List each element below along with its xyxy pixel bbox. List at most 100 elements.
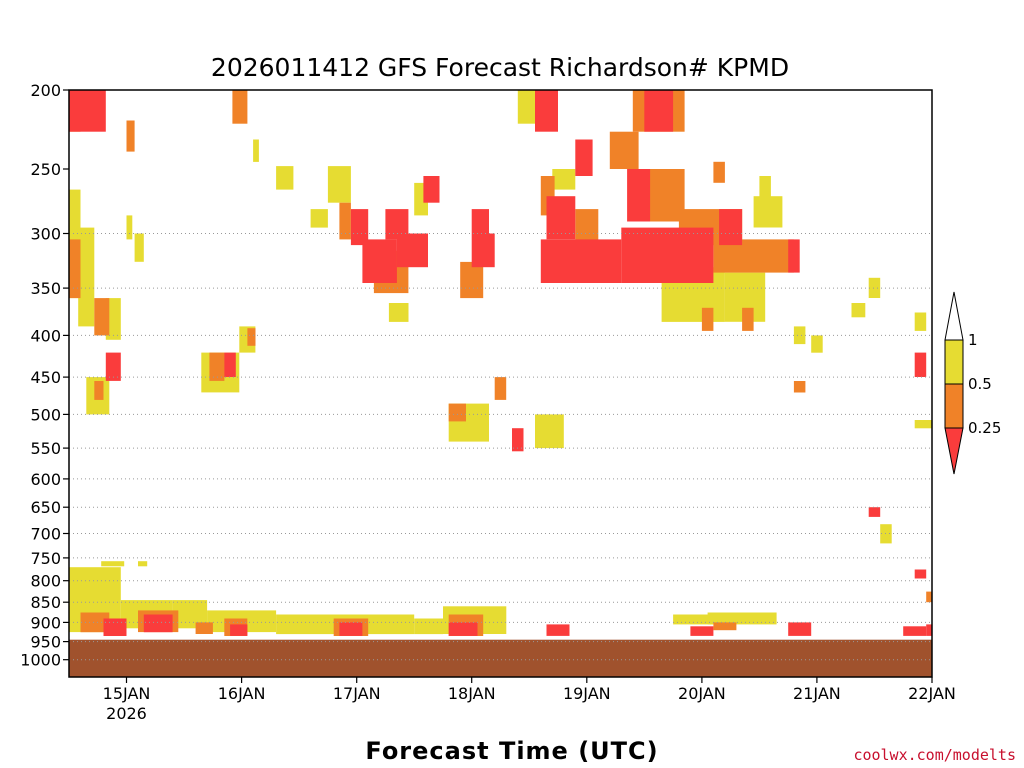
heatmap-cell-red [926,624,932,636]
heatmap-cell-orange [713,161,725,183]
heatmap-cell-red [627,169,651,222]
heatmap-cell-orange [926,591,932,603]
heatmap-cell-yellow [673,614,714,625]
heatmap-cell-yellow [793,326,806,345]
heatmap-cell-yellow [868,277,881,298]
x-tick-label: 20JAN [678,684,726,703]
y-tick-label: 400 [30,326,61,345]
heatmap-cell-red [69,90,106,132]
heatmap-cell-yellow [388,303,409,322]
heatmap-cell-yellow [138,561,148,567]
heatmap-cell-red [644,90,674,132]
heatmap-cell-red [719,209,743,246]
gridlines [69,233,932,661]
heatmap-cell-yellow [914,312,927,331]
heatmap-cell-red [512,428,524,452]
heatmap-cell-red [914,569,927,579]
heatmap-cell-red [788,239,800,273]
legend-label: 1 [968,331,978,349]
heatmap-cell-orange [126,120,135,152]
y-tick-label: 550 [30,439,61,458]
plot-frame [68,89,933,678]
legend-swatch [944,383,964,429]
y-tick-label: 750 [30,549,61,568]
legend-swatch [944,427,964,475]
heatmap-cell-yellow [707,612,777,625]
y-tick-label: 450 [30,368,61,387]
heatmap-cell-orange [94,381,104,400]
heatmap-cell-red [362,239,397,283]
heatmap-cells [69,90,932,636]
x-tick-label: 21JAN [793,684,841,703]
legend-label: 0.25 [968,419,1001,437]
heatmap-cell-yellow [535,414,564,449]
heatmap-cell-red [535,90,558,132]
y-axis: 200 250 300 350 400 450 500 550 600 650 700 750 800 8… [20,81,69,670]
y-tick-label: 950 [30,633,61,652]
heatmap-cell-yellow [414,618,443,635]
heatmap-cell-orange [232,90,248,124]
y-tick-label: 250 [30,160,61,179]
heatmap-cell-yellow [811,335,823,353]
heatmap-cell-red [903,626,927,636]
heatmap-cell-yellow [851,303,866,318]
heatmap-cell-red [621,227,714,283]
y-tick-label: 650 [30,498,61,517]
y-tick-label: 1000 [20,651,61,670]
heatmap-cell-yellow [759,176,771,210]
x-axis-label: Forecast Time (UTC) [365,737,658,765]
heatmap-cell-red [914,352,927,377]
heatmap-cell-yellow [101,561,125,567]
heatmap-cell-orange [247,328,256,346]
y-tick-label: 200 [30,81,61,100]
y-tick-label: 800 [30,572,61,591]
heatmap-cell-red [868,507,881,517]
heatmap-cell-red [471,233,495,268]
credit-text: coolwx.com/modelts [853,746,1016,764]
heatmap-cell-orange [69,239,81,299]
heatmap-cell-orange [339,202,351,240]
heatmap-cell-orange [80,612,110,633]
legend-swatch [944,339,964,385]
y-tick-label: 700 [30,525,61,544]
heatmap-cell-orange [94,298,110,336]
heatmap-cell-orange [195,622,213,634]
heatmap-cell-orange [494,377,507,400]
heatmap-cell-red [546,196,576,240]
x-tick-label: 22JAN [908,684,956,703]
heatmap-cell-red [396,233,428,268]
legend-label: 0.5 [968,375,992,393]
y-tick-label: 350 [30,279,61,298]
y-tick-label: 600 [30,470,61,489]
heatmap-cell-orange [609,131,639,169]
y-tick-label: 900 [30,613,61,632]
heatmap-cell-yellow [552,169,576,190]
heatmap-cell-yellow [105,298,121,340]
heatmap-cell-orange [742,307,754,331]
heatmap-cell-yellow [914,420,932,429]
colorbar-legend: 1 0.5 0.25 [944,291,1001,475]
heatmap-cell-orange [448,403,466,422]
heatmap-cell-yellow [310,209,328,228]
heatmap-cell-yellow [327,166,351,203]
heatmap-cell-red [339,622,363,636]
heatmap-cell-red [540,239,622,283]
heatmap-cell-red [385,209,409,240]
x-tick-year-label: 2026 [106,704,147,723]
heatmap-cell-yellow [78,227,95,327]
heatmap-cell-yellow [276,166,294,190]
x-tick-label: 15JAN [103,684,151,703]
heatmap-cell-red [105,352,121,381]
heatmap-cell-orange [460,261,484,299]
y-tick-label: 500 [30,405,61,424]
chart-title: 2026011412 GFS Forecast Richardson# KPMD [211,53,789,82]
heatmap-cell-red [224,352,236,377]
x-tick-label: 16JAN [218,684,266,703]
y-tick-label: 850 [30,593,61,612]
heatmap-cell-red [471,209,489,234]
heatmap-cell-red [103,618,127,636]
heatmap-cell-red [448,622,478,636]
heatmap-cell-red [788,622,812,636]
